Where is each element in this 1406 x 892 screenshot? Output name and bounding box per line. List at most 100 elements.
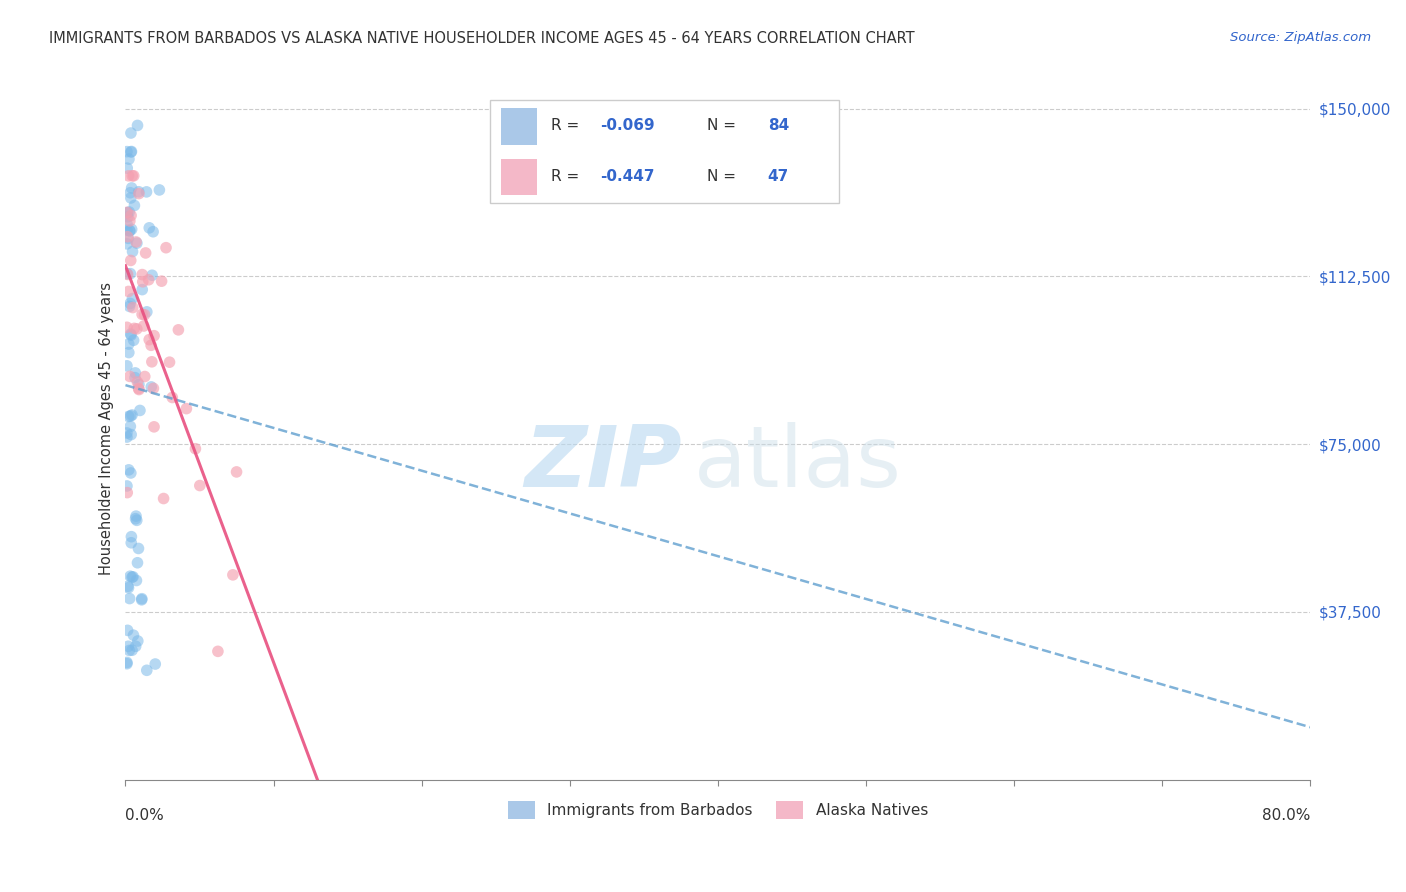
Point (117, 409, 139, 424)
Point (125, 509, 148, 524)
Point (122, 321, 145, 335)
Point (118, 152, 141, 166)
Point (122, 169, 145, 183)
Point (115, 205, 138, 219)
Point (138, 220, 160, 235)
Point (127, 375, 149, 389)
Point (115, 657, 138, 671)
Point (129, 403, 152, 417)
Point (115, 430, 138, 444)
Point (135, 663, 157, 677)
Point (127, 634, 149, 648)
Point (122, 570, 145, 584)
Point (225, 465, 247, 479)
Point (125, 236, 148, 251)
Point (115, 236, 138, 251)
Point (120, 191, 142, 205)
Point (122, 333, 145, 347)
Point (117, 285, 139, 299)
Point (118, 591, 141, 606)
Point (135, 246, 157, 260)
Point (121, 408, 143, 422)
Point (141, 355, 163, 369)
Point (138, 273, 160, 287)
Text: Source: ZipAtlas.com: Source: ZipAtlas.com (1230, 31, 1371, 45)
Point (115, 223, 138, 237)
Point (115, 425, 138, 440)
Point (167, 323, 190, 337)
Point (120, 535, 142, 549)
Point (121, 222, 143, 236)
Point (124, 198, 146, 212)
Point (115, 479, 138, 493)
Point (141, 268, 163, 283)
Point (120, 328, 142, 343)
Point (207, 644, 229, 658)
Point (117, 640, 139, 654)
Point (121, 169, 143, 183)
Point (117, 229, 139, 244)
Point (118, 643, 141, 657)
Point (121, 181, 143, 195)
Point (117, 205, 139, 219)
Point (128, 185, 150, 199)
Point (118, 345, 141, 359)
Point (143, 657, 166, 671)
Point (188, 478, 211, 492)
Point (128, 382, 150, 396)
Point (120, 267, 142, 281)
Point (125, 513, 148, 527)
Point (131, 307, 153, 321)
Text: 80.0%: 80.0% (1263, 807, 1310, 822)
Point (120, 145, 142, 159)
Point (120, 326, 142, 341)
Point (121, 570, 143, 584)
Point (115, 267, 138, 281)
Point (121, 244, 143, 259)
Point (117, 268, 139, 282)
Point (115, 485, 138, 500)
Point (127, 119, 149, 133)
Point (155, 241, 177, 255)
Point (120, 409, 142, 423)
Point (142, 225, 165, 239)
Point (124, 639, 146, 653)
Point (131, 268, 153, 282)
Point (118, 224, 141, 238)
Point (118, 224, 141, 238)
Point (117, 579, 139, 593)
Point (117, 231, 139, 245)
Point (120, 126, 142, 140)
Point (125, 235, 148, 249)
Point (135, 185, 157, 199)
Point (120, 466, 142, 480)
Y-axis label: Householder Income Ages 45 - 64 years: Householder Income Ages 45 - 64 years (100, 282, 114, 575)
Point (115, 656, 138, 670)
Point (121, 145, 143, 159)
Point (128, 186, 150, 201)
Point (118, 300, 141, 314)
Point (124, 366, 146, 380)
Point (132, 318, 155, 333)
Point (131, 591, 153, 606)
Point (152, 491, 174, 506)
Point (120, 253, 142, 268)
Point (127, 556, 149, 570)
Point (134, 369, 156, 384)
Point (128, 377, 150, 392)
Point (141, 380, 163, 394)
Point (125, 322, 148, 336)
Point (148, 183, 170, 197)
Point (117, 624, 139, 638)
Text: 0.0%: 0.0% (125, 807, 165, 822)
Point (128, 383, 150, 397)
Point (120, 427, 142, 442)
Point (176, 401, 198, 416)
Point (120, 530, 142, 544)
Point (115, 161, 138, 176)
Point (222, 567, 245, 582)
Point (124, 370, 146, 384)
Point (184, 442, 207, 456)
Point (143, 420, 166, 434)
Text: atlas: atlas (695, 422, 903, 505)
